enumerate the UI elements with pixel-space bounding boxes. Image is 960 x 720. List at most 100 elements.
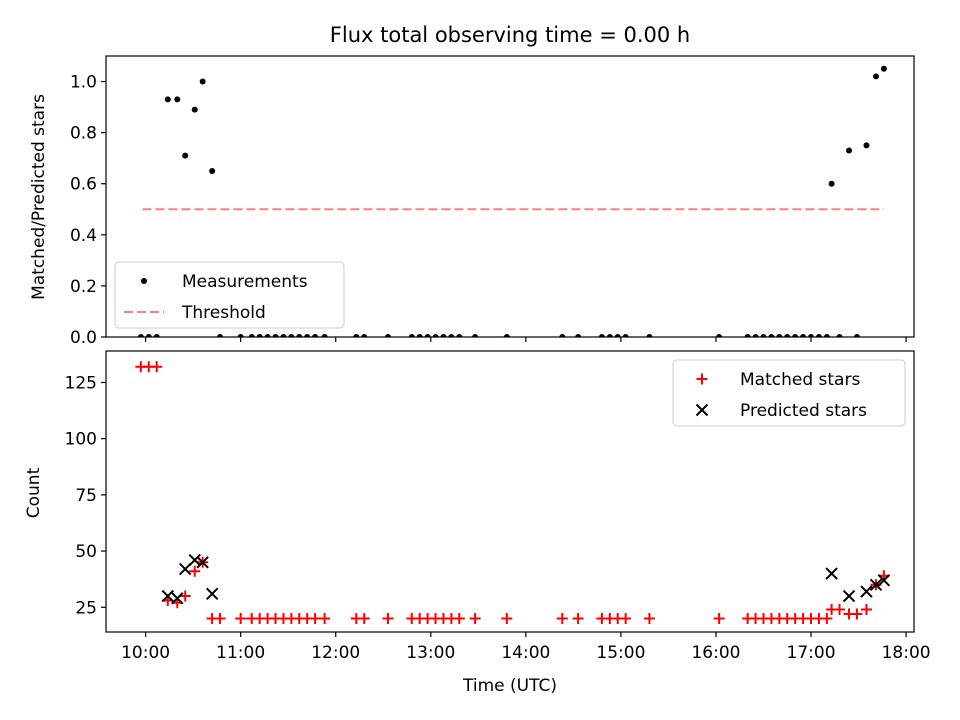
measurement-point bbox=[191, 106, 198, 113]
matched-star-point bbox=[713, 613, 725, 625]
predicted-star-point bbox=[842, 589, 856, 603]
measurement-point bbox=[217, 334, 224, 337]
matched-star-point bbox=[556, 613, 568, 625]
measurement-point bbox=[622, 334, 629, 337]
bottom-plot-area bbox=[135, 361, 891, 625]
measurement-point bbox=[174, 96, 181, 103]
matched-star-point bbox=[189, 565, 201, 577]
bottom-legend: Matched stars Predicted stars bbox=[672, 359, 906, 427]
bottom-y-tick-label: 125 bbox=[65, 373, 97, 393]
measurement-point bbox=[256, 334, 263, 337]
top-y-tick-label: 1.0 bbox=[70, 73, 97, 93]
matched-star-point bbox=[860, 604, 872, 616]
legend-label: Measurements bbox=[182, 272, 308, 292]
measurement-point bbox=[456, 334, 463, 337]
predicted-star-point bbox=[161, 589, 174, 603]
measurement-point bbox=[808, 334, 815, 337]
measurement-point bbox=[199, 78, 206, 85]
measurement-point bbox=[614, 334, 621, 337]
bottom-y-tick-label: 50 bbox=[75, 542, 97, 562]
bottom-x-tick-label: 11:00 bbox=[216, 643, 265, 663]
measurement-point bbox=[752, 334, 759, 337]
measurement-point bbox=[385, 334, 392, 337]
measurement-point bbox=[828, 180, 835, 187]
matched-star-point bbox=[501, 613, 513, 625]
top-y-tick-label: 0.8 bbox=[70, 124, 97, 144]
measurement-point bbox=[503, 334, 510, 337]
measurement-point bbox=[815, 334, 822, 337]
legend-matched-swatch bbox=[696, 373, 708, 385]
top-legend-box bbox=[114, 261, 345, 329]
top-series-measurements bbox=[137, 65, 887, 337]
measurement-point bbox=[288, 334, 295, 337]
matched-star-point bbox=[834, 604, 846, 616]
bottom-x-tick-label: 17:00 bbox=[787, 643, 836, 663]
measurement-point bbox=[768, 334, 775, 337]
measurement-point bbox=[296, 334, 303, 337]
legend-label: Matched stars bbox=[740, 370, 860, 390]
top-y-tick-label: 0.2 bbox=[70, 277, 97, 297]
bottom-legend-box bbox=[672, 359, 906, 427]
matched-star-point bbox=[358, 613, 370, 625]
bottom-x-tick-label: 16:00 bbox=[691, 643, 740, 663]
bottom-series-matched-stars bbox=[135, 361, 890, 625]
measurement-point bbox=[823, 334, 830, 337]
measurement-point bbox=[361, 334, 368, 337]
measurement-point bbox=[836, 334, 843, 337]
measurement-point bbox=[744, 334, 751, 337]
predicted-star-point bbox=[179, 562, 192, 576]
measurement-point bbox=[280, 334, 287, 337]
measurement-point bbox=[792, 334, 799, 337]
bottom-y-tick-label: 100 bbox=[65, 430, 97, 450]
matched-star-point bbox=[214, 613, 226, 625]
top-y-axis-label: Matched/Predicted stars bbox=[29, 94, 49, 300]
measurement-point bbox=[448, 334, 455, 337]
measurement-point bbox=[880, 65, 887, 72]
matched-star-point bbox=[382, 613, 394, 625]
matched-star-point bbox=[572, 613, 584, 625]
matched-star-point bbox=[453, 613, 465, 625]
measurement-point bbox=[248, 334, 255, 337]
measurement-point bbox=[872, 73, 879, 80]
measurement-point bbox=[424, 334, 431, 337]
matched-star-point bbox=[620, 613, 632, 625]
measurement-point bbox=[440, 334, 447, 337]
predicted-star-point bbox=[188, 553, 201, 567]
measurement-point bbox=[784, 334, 791, 337]
matched-star-point bbox=[851, 608, 863, 620]
measurement-point bbox=[606, 334, 613, 337]
measurement-point bbox=[646, 334, 653, 337]
top-axes-frame bbox=[105, 55, 915, 338]
measurement-point bbox=[137, 334, 144, 337]
predicted-star-point bbox=[860, 585, 873, 598]
bottom-x-tick-label: 13:00 bbox=[406, 643, 455, 663]
bottom-x-tick-label: 14:00 bbox=[501, 643, 550, 663]
measurement-point bbox=[272, 334, 279, 337]
top-plot-area bbox=[137, 65, 887, 337]
measurement-point bbox=[800, 334, 807, 337]
matched-star-point bbox=[319, 613, 331, 625]
measurement-point bbox=[264, 334, 271, 337]
predicted-star-point bbox=[869, 578, 883, 591]
legend-label: Predicted stars bbox=[740, 401, 867, 421]
x-axis-label: Time (UTC) bbox=[462, 676, 557, 696]
matched-star-point bbox=[309, 613, 321, 625]
measurement-point bbox=[575, 334, 582, 337]
measurement-point bbox=[182, 152, 189, 159]
legend-measurement-swatch bbox=[141, 278, 147, 284]
measurement-point bbox=[312, 334, 319, 337]
measurement-point bbox=[846, 147, 853, 154]
predicted-star-point bbox=[171, 592, 184, 605]
top-y-tick-label: 0.0 bbox=[70, 328, 97, 348]
predicted-star-point bbox=[877, 574, 891, 587]
matched-star-point bbox=[179, 590, 191, 602]
matched-star-point bbox=[235, 613, 247, 625]
legend-label: Threshold bbox=[181, 303, 266, 323]
predicted-star-point bbox=[825, 567, 838, 580]
measurement-point bbox=[760, 334, 767, 337]
matched-star-point bbox=[643, 613, 655, 625]
bottom-axes-frame bbox=[105, 350, 915, 633]
matched-star-point bbox=[469, 613, 481, 625]
measurement-point bbox=[716, 334, 723, 337]
measurement-point bbox=[472, 334, 479, 337]
